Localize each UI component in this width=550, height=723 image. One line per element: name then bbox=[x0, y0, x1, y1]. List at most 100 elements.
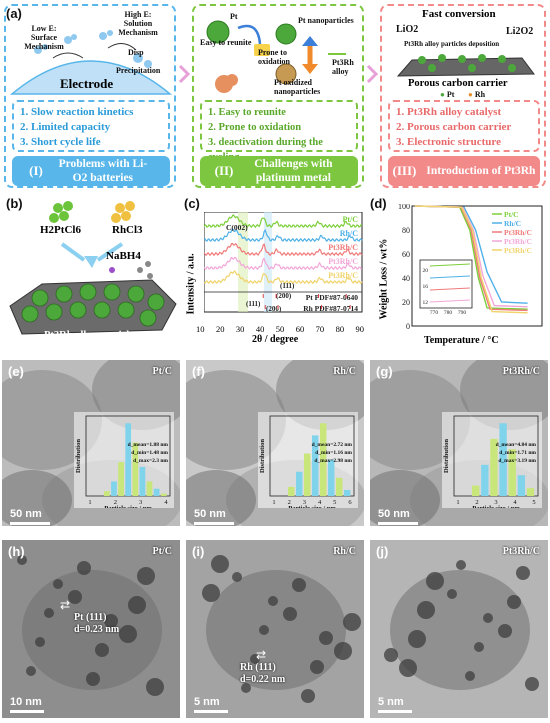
rhcl3-label: RhCl3 bbox=[112, 224, 143, 236]
section-iii-list: 1. Pt3Rh alloy catalyst 2. Porous carbon… bbox=[388, 100, 540, 152]
tick-label: 70 bbox=[315, 324, 325, 334]
tick-label: 800 bbox=[522, 329, 534, 330]
tem-panel-label: (g) bbox=[376, 364, 393, 379]
fast-conversion-label: Fast conversion bbox=[422, 8, 496, 20]
arrow-icon: ⇄ bbox=[256, 648, 267, 662]
xrd-ref-pt: Pt PDF#87-0640 bbox=[306, 293, 359, 302]
histogram-tick: 2 bbox=[114, 499, 117, 506]
scale-bar bbox=[10, 710, 44, 713]
banner-number: (III) bbox=[392, 163, 417, 178]
histogram-bar bbox=[153, 488, 160, 496]
section-i-box: Low E: Surface Mechanism High E: Solutio… bbox=[4, 4, 176, 188]
histogram-stat: d_min=1.71 nm bbox=[499, 450, 536, 456]
pt-label: Pt bbox=[230, 12, 238, 21]
histogram-bar bbox=[328, 459, 335, 496]
tem-panel: (f) Rh/C 50 nm 1 2 3 4 5 6 Particle size / nm Dist… bbox=[186, 360, 364, 526]
histogram-tick: 5 bbox=[532, 499, 535, 506]
tga-inset-line bbox=[429, 263, 471, 267]
tga-inset-line bbox=[429, 287, 471, 291]
lattice-plane: Rh (111) bbox=[240, 662, 276, 673]
histogram-tick: 3 bbox=[303, 499, 306, 506]
tem-panel: (g) Pt3Rh/C 50 nm 1 2 3 4 5 Particle size / nm Di… bbox=[370, 360, 548, 526]
histogram-bar bbox=[160, 493, 167, 496]
electrode-diagram bbox=[9, 30, 173, 95]
lattice-spacing: d=0.22 nm bbox=[240, 674, 286, 685]
histogram-ylabel: Distribution bbox=[259, 439, 266, 473]
lattice-spacing: d=0.23 nm bbox=[74, 624, 120, 635]
section-ii-banner: (II) Challenges with platinum metal bbox=[200, 156, 358, 186]
histogram-bar bbox=[312, 435, 319, 496]
scale-bar-label: 50 nm bbox=[378, 508, 410, 520]
panel-b: (b) H2PtCl6 RhCl3 NaBH4 Pt3Rh alloy part… bbox=[2, 194, 180, 346]
tga-legend-label: Pt3Rh/C bbox=[504, 246, 532, 255]
histogram-tick: 2 bbox=[475, 499, 478, 506]
low-e-text: Low E: bbox=[31, 24, 57, 33]
xrd-series-label: Rh/C bbox=[340, 229, 358, 238]
tick-label: 100 bbox=[398, 204, 410, 211]
histogram-tick: 1 bbox=[456, 499, 459, 506]
pt-ox-label: Pt oxidized nanoparticles bbox=[274, 78, 321, 96]
scale-bar-label: 5 nm bbox=[194, 696, 220, 708]
hrtem-texture bbox=[17, 555, 164, 696]
tick-label: 60 bbox=[295, 324, 305, 334]
histogram-stat: d_mean=1.88 nm bbox=[128, 442, 169, 448]
scale-bar-label: 5 nm bbox=[378, 696, 404, 708]
inset-tick-label: 770 bbox=[430, 310, 439, 316]
xrd-series-label: Pt3Rh/C bbox=[328, 243, 358, 252]
histogram-tick: 3 bbox=[494, 499, 497, 506]
histogram-xlabel: Particle size / nm bbox=[288, 505, 336, 508]
precipitation-label: Precipitation bbox=[116, 66, 161, 75]
section-ii-box: Pt Easy to reunite Pt nanoparticles Pron… bbox=[192, 4, 364, 188]
histogram-bar bbox=[288, 486, 295, 496]
size-histogram: 1 2 3 4 5 6 Particle size / nm Distribution d_me… bbox=[258, 412, 358, 508]
pt3rh-caption: Pt3Rh alloy particles bbox=[44, 330, 138, 341]
histogram-tick: 4 bbox=[318, 499, 322, 506]
tga-inset-line bbox=[429, 299, 471, 303]
banner-text: Introduction of Pt3Rh bbox=[426, 165, 536, 177]
histogram-tick: 5 bbox=[333, 499, 336, 506]
tga-legend-label: Rh/C bbox=[504, 219, 521, 228]
legend-rh-text: Rh bbox=[474, 90, 486, 99]
tick-label: 40 bbox=[402, 274, 410, 283]
tick-label: 50 bbox=[275, 324, 285, 334]
xrd-annotation: C(002) bbox=[226, 223, 248, 232]
xrd-band bbox=[264, 212, 272, 312]
panel-d-label: (d) bbox=[370, 196, 387, 211]
banner-text: Problems with Li-O2 batteries bbox=[58, 158, 148, 184]
carrier-label: Porous carbon carrier bbox=[408, 78, 508, 89]
xrd-annotation: (111) bbox=[280, 282, 295, 290]
tick-label: 20 bbox=[215, 324, 225, 334]
xrd-ticks: 10 20 30 40 50 60 70 80 90 bbox=[196, 324, 364, 334]
scale-bar bbox=[194, 522, 234, 525]
histogram-bar bbox=[125, 423, 132, 496]
xrd-series-line bbox=[204, 228, 363, 243]
tem-sample-name: Pt/C bbox=[152, 366, 172, 377]
tga-frame bbox=[411, 205, 543, 327]
tem-panel: (e) Pt/C 50 nm 1 2 3 4 Particle size / nm Distri… bbox=[2, 360, 180, 526]
xrd-ref-rh: Rh PDF#87-0714 bbox=[303, 304, 358, 313]
list-item: 1. Easy to reunite bbox=[208, 107, 286, 118]
section-ii-list: 1. Easy to reunite 2. Prone to oxidation… bbox=[200, 100, 358, 163]
easy-label: Easy to reunite bbox=[200, 38, 252, 47]
solution-text: Solution bbox=[123, 19, 153, 28]
scale-bar bbox=[194, 710, 228, 713]
histogram-bar bbox=[146, 481, 153, 496]
lio2-label: LiO2 bbox=[396, 24, 419, 35]
low-e-label: Low E: Surface Mechanism bbox=[16, 24, 72, 51]
h2ptcl6-label: H2PtCl6 bbox=[40, 224, 81, 236]
list-item: 1. Slow reaction kinetics bbox=[20, 106, 134, 118]
xrd-annotation: (200) bbox=[266, 305, 282, 313]
tick-label: 0 bbox=[406, 322, 410, 330]
histogram-bar bbox=[490, 438, 498, 496]
chevron-arrow-icon bbox=[178, 64, 191, 84]
tick-label: 80 bbox=[335, 324, 345, 334]
banner-number: (I) bbox=[29, 163, 43, 178]
mechanism-text-2: Mechanism bbox=[118, 28, 158, 37]
chevron-arrow-icon bbox=[366, 64, 379, 84]
size-histogram: 1 2 3 4 Particle size / nm Distribution d_mean… bbox=[74, 412, 174, 508]
xrd-series-line bbox=[204, 256, 363, 271]
tga-chart: 020406080100200400600800Pt/CRh/CPt3Rh/CP… bbox=[398, 204, 543, 330]
lattice-annotation: Pt (111) d=0.23 nm bbox=[74, 612, 119, 636]
scale-bar bbox=[378, 522, 418, 525]
tga-legend-label: Pt/C bbox=[504, 210, 519, 219]
